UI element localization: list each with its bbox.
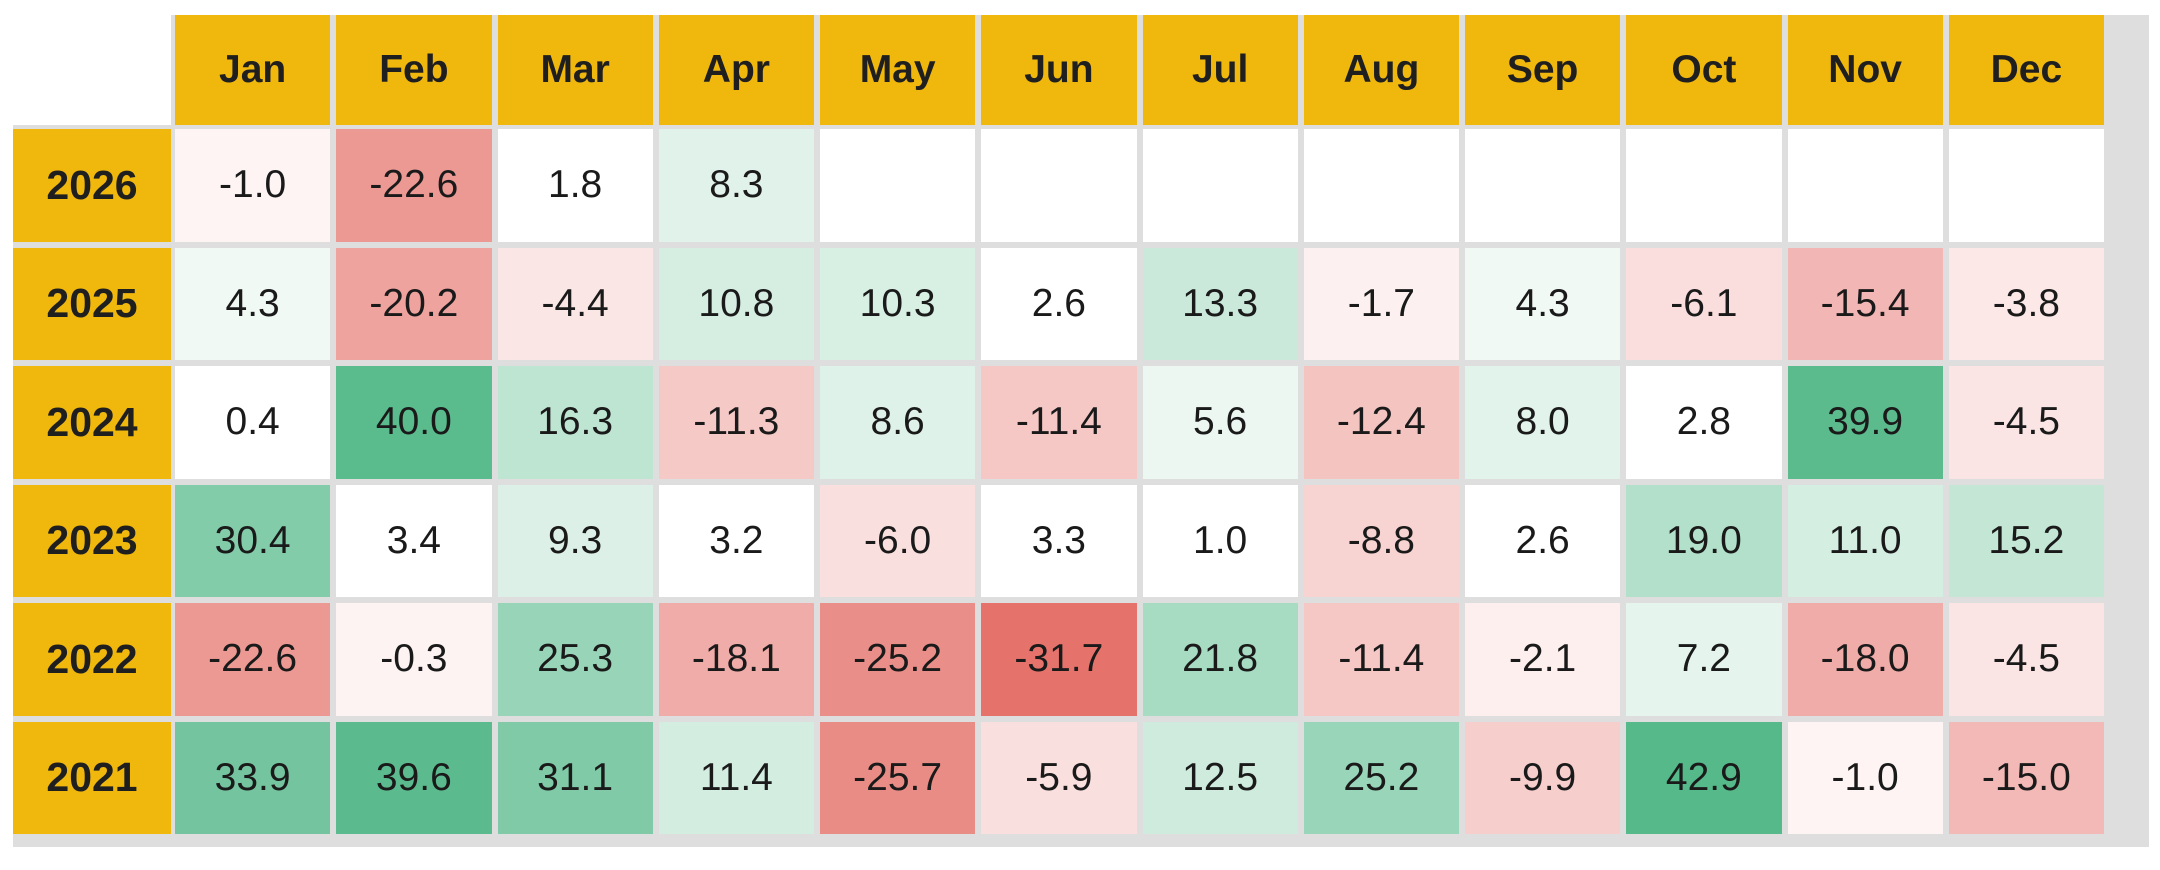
heatmap-cell-2024-apr: -11.3	[658, 366, 814, 479]
month-header-dec: Dec	[1948, 15, 2104, 125]
month-header-jul: Jul	[1142, 15, 1298, 125]
heatmap-cell-2023-sep: 2.6	[1465, 484, 1621, 597]
heatmap-cell-2022-oct: 7.2	[1626, 603, 1782, 716]
heatmap-cell-2023-oct: 19.0	[1626, 484, 1782, 597]
heatmap-cell-2021-apr: 11.4	[658, 721, 814, 834]
heatmap-cell-2025-sep: 4.3	[1465, 247, 1621, 360]
year-header-2024: 2024	[13, 366, 171, 479]
heatmap-cell-2021-mar: 31.1	[497, 721, 653, 834]
heatmap-cell-2021-sep: -9.9	[1465, 721, 1621, 834]
heatmap-cell-2024-mar: 16.3	[497, 366, 653, 479]
heatmap-cell-2025-jul: 13.3	[1142, 247, 1298, 360]
heatmap-cell-2023-jan: 30.4	[175, 484, 331, 597]
heatmap-cell-2024-dec: -4.5	[1948, 366, 2104, 479]
heatmap-cell-2021-jan: 33.9	[175, 721, 331, 834]
heatmap-cell-2025-nov: -15.4	[1787, 247, 1943, 360]
heatmap-cell-2026-aug	[1303, 129, 1459, 242]
year-header-2026: 2026	[13, 129, 171, 242]
heatmap-cell-2025-aug: -1.7	[1303, 247, 1459, 360]
month-header-apr: Apr	[658, 15, 814, 125]
heatmap-cell-2022-apr: -18.1	[658, 603, 814, 716]
month-header-jun: Jun	[981, 15, 1137, 125]
heatmap-cell-2025-oct: -6.1	[1626, 247, 1782, 360]
heatmap-cell-2024-aug: -12.4	[1303, 366, 1459, 479]
heatmap-cell-2023-mar: 9.3	[497, 484, 653, 597]
heatmap-cell-2022-jun: -31.7	[981, 603, 1137, 716]
heatmap-cell-2022-may: -25.2	[820, 603, 976, 716]
heatmap-cell-2022-mar: 25.3	[497, 603, 653, 716]
year-header-2025: 2025	[13, 247, 171, 360]
month-header-jan: Jan	[175, 15, 331, 125]
heatmap-cell-2024-jul: 5.6	[1142, 366, 1298, 479]
month-header-nov: Nov	[1787, 15, 1943, 125]
heatmap-cell-2025-jan: 4.3	[175, 247, 331, 360]
heatmap-cell-2026-may	[820, 129, 976, 242]
heatmap-cell-2021-aug: 25.2	[1303, 721, 1459, 834]
heatmap-cell-2022-sep: -2.1	[1465, 603, 1621, 716]
heatmap-cell-2023-may: -6.0	[820, 484, 976, 597]
year-header-2021: 2021	[13, 721, 171, 834]
heatmap-cell-2023-apr: 3.2	[658, 484, 814, 597]
month-header-mar: Mar	[497, 15, 653, 125]
heatmap-cell-2021-nov: -1.0	[1787, 721, 1943, 834]
heatmap-cell-2023-nov: 11.0	[1787, 484, 1943, 597]
month-header-sep: Sep	[1465, 15, 1621, 125]
heatmap-cell-2025-mar: -4.4	[497, 247, 653, 360]
heatmap-cell-2024-jun: -11.4	[981, 366, 1137, 479]
heatmap-cell-2022-dec: -4.5	[1948, 603, 2104, 716]
month-header-aug: Aug	[1303, 15, 1459, 125]
heatmap-cell-2021-jul: 12.5	[1142, 721, 1298, 834]
heatmap-cell-2023-jul: 1.0	[1142, 484, 1298, 597]
heatmap-cell-2024-jan: 0.4	[175, 366, 331, 479]
heatmap-cell-2026-nov	[1787, 129, 1943, 242]
heatmap-cell-2026-jun	[981, 129, 1137, 242]
heatmap-cell-2022-jan: -22.6	[175, 603, 331, 716]
heatmap-cell-2025-jun: 2.6	[981, 247, 1137, 360]
heatmap-cell-2021-may: -25.7	[820, 721, 976, 834]
corner-cell	[13, 15, 171, 125]
month-header-feb: Feb	[336, 15, 492, 125]
heatmap-cell-2022-jul: 21.8	[1142, 603, 1298, 716]
heatmap-cell-2025-apr: 10.8	[658, 247, 814, 360]
heatmap-cell-2021-dec: -15.0	[1948, 721, 2104, 834]
heatmap-cell-2021-oct: 42.9	[1626, 721, 1782, 834]
heatmap-cell-2023-dec: 15.2	[1948, 484, 2104, 597]
year-header-2022: 2022	[13, 603, 171, 716]
heatmap-cell-2022-feb: -0.3	[336, 603, 492, 716]
heatmap-cell-2025-may: 10.3	[820, 247, 976, 360]
heatmap-cell-2026-mar: 1.8	[497, 129, 653, 242]
heatmap-cell-2022-aug: -11.4	[1303, 603, 1459, 716]
heatmap-cell-2024-sep: 8.0	[1465, 366, 1621, 479]
heatmap-cell-2026-oct	[1626, 129, 1782, 242]
heatmap-cell-2026-sep	[1465, 129, 1621, 242]
heatmap-cell-2021-feb: 39.6	[336, 721, 492, 834]
heatmap-cell-2026-jul	[1142, 129, 1298, 242]
month-header-oct: Oct	[1626, 15, 1782, 125]
heatmap-cell-2026-feb: -22.6	[336, 129, 492, 242]
heatmap-cell-2026-dec	[1948, 129, 2104, 242]
heatmap-cell-2024-may: 8.6	[820, 366, 976, 479]
heatmap-cell-2024-nov: 39.9	[1787, 366, 1943, 479]
heatmap-cell-2023-aug: -8.8	[1303, 484, 1459, 597]
heatmap-cell-2024-oct: 2.8	[1626, 366, 1782, 479]
heatmap-cell-2021-jun: -5.9	[981, 721, 1137, 834]
heatmap-cell-2025-feb: -20.2	[336, 247, 492, 360]
heatmap-cell-2023-feb: 3.4	[336, 484, 492, 597]
heatmap-cell-2024-feb: 40.0	[336, 366, 492, 479]
year-header-2023: 2023	[13, 484, 171, 597]
heatmap-cell-2022-nov: -18.0	[1787, 603, 1943, 716]
heatmap-cell-2023-jun: 3.3	[981, 484, 1137, 597]
heatmap-cell-2025-dec: -3.8	[1948, 247, 2104, 360]
heatmap-cell-2026-jan: -1.0	[175, 129, 331, 242]
heatmap-cell-2026-apr: 8.3	[658, 129, 814, 242]
monthly-returns-heatmap: Jan Feb Mar Apr May Jun Jul Aug Sep Oct Nov Dec 2026…	[13, 15, 2149, 847]
month-header-may: May	[820, 15, 976, 125]
